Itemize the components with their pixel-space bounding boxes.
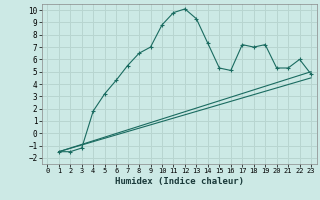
X-axis label: Humidex (Indice chaleur): Humidex (Indice chaleur) — [115, 177, 244, 186]
